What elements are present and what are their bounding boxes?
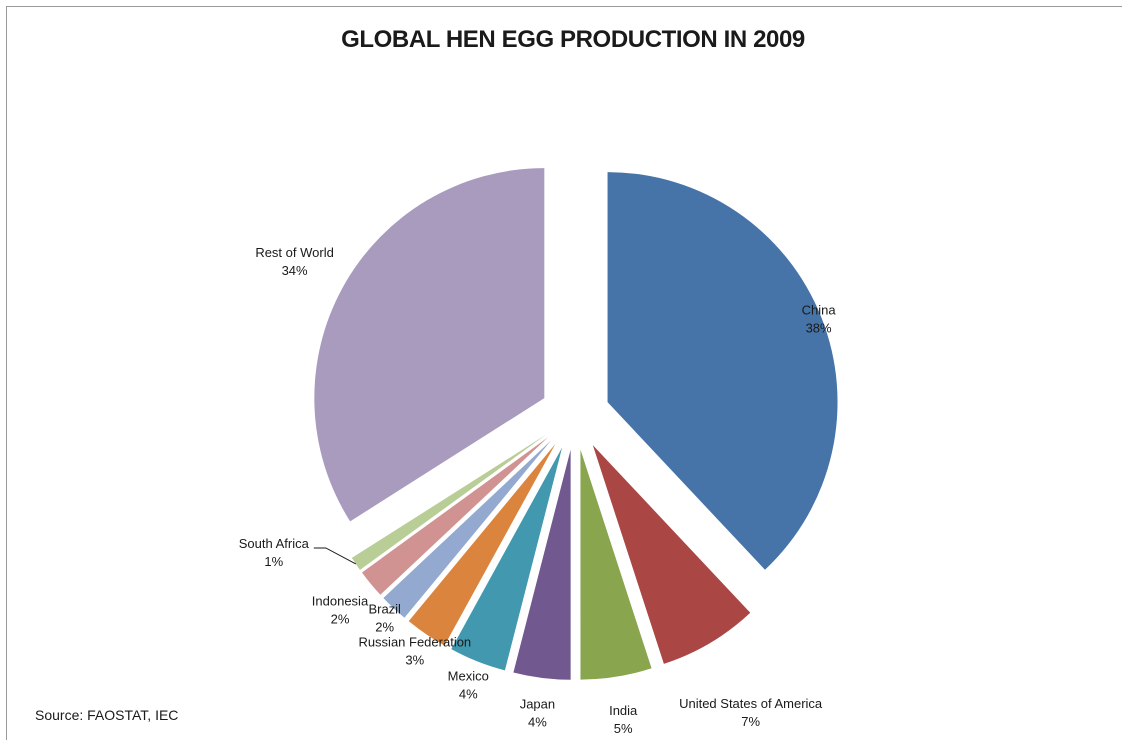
- pie-slice-south-africa: [351, 434, 547, 570]
- pie-slice-india: [580, 449, 652, 680]
- pie-slice-rest-of-world: [314, 168, 545, 522]
- slice-label-brazil: Brazil 2%: [368, 602, 401, 635]
- source-note: Source: FAOSTAT, IEC: [35, 707, 179, 723]
- pie-slice-mexico: [451, 447, 563, 671]
- pie-slice-russian-federation: [408, 443, 556, 646]
- slice-label-rest-of-world: Rest of World 34%: [255, 245, 334, 278]
- slice-label-russian-federation: Russian Federation 3%: [358, 635, 471, 668]
- slice-label-mexico: Mexico 4%: [448, 669, 489, 702]
- slice-label-indonesia: Indonesia 2%: [312, 593, 369, 626]
- pie-slice-brazil: [383, 440, 552, 618]
- slice-label-south-africa: South Africa 1%: [239, 536, 310, 569]
- chart-title: GLOBAL HEN EGG PRODUCTION IN 2009: [341, 26, 805, 53]
- pie-slice-indonesia: [361, 437, 549, 595]
- pie-slice-china: [607, 172, 838, 570]
- slice-label-united-states-of-america: United States of America 7%: [679, 696, 823, 729]
- leader-line-south-africa: [313, 547, 357, 565]
- slice-label-china: China 38%: [802, 303, 837, 336]
- pie-slice-japan: [513, 449, 571, 680]
- slice-label-japan: Japan 4%: [520, 697, 555, 730]
- slice-label-india: India 5%: [609, 703, 638, 736]
- pie-slice-united-states-of-america: [592, 445, 751, 664]
